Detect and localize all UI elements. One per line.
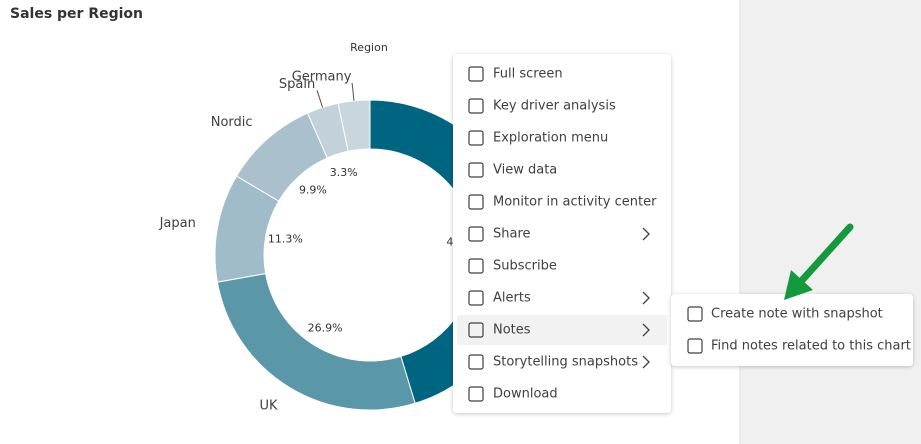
menu-item[interactable]: Monitor in activity center [468, 194, 657, 210]
menu-item-highlight [457, 315, 667, 345]
category-label: Spain [279, 77, 315, 92]
submenu-item[interactable]: Create note with snapshot [687, 306, 883, 322]
submenu-item[interactable]: Find notes related to this chart [687, 338, 911, 354]
menu-icon [468, 130, 484, 146]
menu-icon [468, 194, 484, 210]
menu-item[interactable]: Exploration menu [468, 130, 608, 146]
menu-label: Download [493, 387, 558, 402]
menu-item[interactable]: Download [468, 386, 558, 402]
submenu: Create note with snapshot Find notes rela… [671, 294, 913, 366]
menu-item[interactable]: Alerts [468, 290, 650, 306]
side-panel [740, 0, 921, 444]
value-label: 9.9% [299, 184, 327, 197]
category-label: Nordic [211, 115, 253, 130]
menu-label: Key driver analysis [493, 99, 616, 114]
value-label: 11.3% [268, 233, 303, 246]
value-label: 3.3% [330, 166, 358, 179]
menu-item[interactable]: Storytelling snapshots [468, 354, 650, 370]
submenu-chevron [642, 227, 650, 241]
menu-label: Storytelling snapshots [493, 355, 638, 370]
menu-icon [468, 98, 484, 114]
arrow-shaft [792, 223, 854, 291]
menu-icon [468, 386, 484, 402]
menu-icon [468, 226, 484, 242]
category-label: UK [259, 398, 278, 413]
submenu-chevron [642, 291, 650, 305]
menu-item[interactable]: Notes [457, 315, 667, 345]
menu-icon [468, 162, 484, 178]
category-label: Japan [159, 216, 196, 231]
menu-label: Subscribe [493, 259, 557, 274]
menu-item[interactable]: Key driver analysis [468, 98, 616, 114]
submenu-label: Find notes related to this chart [711, 339, 911, 354]
menu-icon [687, 306, 703, 322]
donut-slice [216, 272, 416, 411]
menu-icon [468, 322, 484, 338]
leader-line [316, 90, 324, 108]
context-menu: Full screen Key driver analysis Exploratio… [453, 54, 671, 413]
menu-icon [468, 258, 484, 274]
submenu-chevron [642, 323, 650, 337]
menu-label: Monitor in activity center [493, 195, 657, 210]
menu-label: Notes [493, 323, 531, 338]
menu-label: Full screen [493, 67, 563, 82]
chart-title: Sales per Region [10, 6, 143, 22]
menu-item[interactable]: Subscribe [468, 258, 557, 274]
menu-label: Share [493, 227, 531, 242]
donut-slice [337, 99, 371, 152]
menu-item[interactable]: Share [468, 226, 650, 242]
value-label: 26.9% [308, 321, 343, 334]
menu-item[interactable]: Full screen [468, 66, 563, 82]
menu-icon [687, 338, 703, 354]
category-label: Germany [292, 69, 352, 84]
menu-item[interactable]: View data [468, 162, 557, 178]
menu-label: View data [493, 163, 557, 178]
menu-icon [468, 354, 484, 370]
submenu-panel [671, 294, 913, 366]
submenu-chevron [642, 355, 650, 369]
menu-label: Exploration menu [493, 131, 608, 146]
menu-icon [468, 290, 484, 306]
arrow [784, 223, 854, 300]
menu-icon [468, 66, 484, 82]
arrow-head [784, 270, 813, 300]
legend-title: Region [350, 41, 388, 54]
leader-line [351, 82, 355, 101]
submenu-label: Create note with snapshot [711, 307, 883, 322]
menu-label: Alerts [493, 291, 531, 306]
